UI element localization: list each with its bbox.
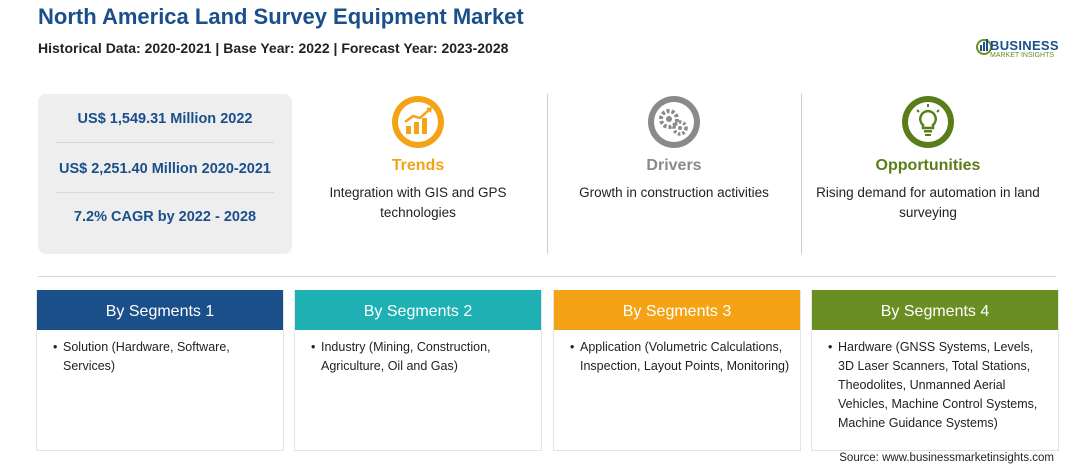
- feature-label: Opportunities: [875, 157, 981, 174]
- segment-card-3: By Segments 3 Application (Volumetric Ca…: [553, 290, 801, 451]
- segment-title: By Segments 1: [37, 290, 283, 330]
- feature-label: Trends: [391, 157, 445, 174]
- feature-desc: Integration with GIS and GPS technologie…: [329, 185, 507, 220]
- list-item: Industry (Mining, Construction, Agricult…: [311, 338, 531, 376]
- section-divider: [38, 276, 1056, 277]
- trend-chart-icon: [392, 96, 444, 148]
- segment-list: Solution (Hardware, Software, Services): [37, 338, 283, 376]
- brand-logo: BUSINESS MARKET INSIGHTS: [976, 34, 1066, 62]
- segment-title: By Segments 2: [295, 290, 541, 330]
- segment-list: Industry (Mining, Construction, Agricult…: [295, 338, 541, 376]
- divider: [801, 94, 802, 254]
- stat-cagr: 7.2% CAGR by 2022 - 2028: [73, 209, 257, 225]
- list-item: Hardware (GNSS Systems, Levels, 3D Laser…: [828, 338, 1048, 433]
- feature-label: Drivers: [646, 157, 702, 174]
- stats-panel: US$ 1,549.31 Million 2022 US$ 2,251.40 M…: [38, 94, 292, 254]
- stat-divider: [56, 192, 274, 193]
- stat-market-size: US$ 1,549.31 Million 2022: [77, 111, 253, 127]
- logo-tagline: MARKET INSIGHTS: [990, 52, 1055, 59]
- source-note: Source: www.businessmarketinsights.com: [839, 452, 1054, 464]
- page-title: North America Land Survey Equipment Mark…: [38, 4, 524, 29]
- lightbulb-icon: [902, 96, 954, 148]
- divider: [547, 94, 548, 254]
- feature-drivers: Drivers Growth in construction activitie…: [554, 94, 794, 203]
- segment-card-2: By Segments 2 Industry (Mining, Construc…: [294, 290, 542, 451]
- segment-title: By Segments 3: [554, 290, 800, 330]
- feature-trends: Trends Integration with GIS and GPS tech…: [298, 94, 538, 223]
- segment-list: Hardware (GNSS Systems, Levels, 3D Laser…: [812, 338, 1058, 433]
- feature-desc: Growth in construction activities: [579, 185, 769, 200]
- segment-card-4: By Segments 4 Hardware (GNSS Systems, Le…: [811, 290, 1059, 451]
- list-item: Solution (Hardware, Software, Services): [53, 338, 273, 376]
- logo-globe-icon: [976, 39, 992, 55]
- stat-divider: [56, 142, 274, 143]
- segment-list: Application (Volumetric Calculations, In…: [554, 338, 800, 376]
- logo-name: BUSINESS: [990, 38, 1059, 53]
- feature-opportunities: Opportunities Rising demand for automati…: [808, 94, 1048, 223]
- segment-title: By Segments 4: [812, 290, 1058, 330]
- list-item: Application (Volumetric Calculations, In…: [570, 338, 790, 376]
- segment-card-1: By Segments 1 Solution (Hardware, Softwa…: [36, 290, 284, 451]
- gears-icon: [648, 96, 700, 148]
- page-subtitle: Historical Data: 2020-2021 | Base Year: …: [38, 40, 509, 56]
- stat-historical-value: US$ 2,251.40 Million 2020-2021: [59, 161, 271, 177]
- feature-desc: Rising demand for automation in land sur…: [816, 185, 1040, 220]
